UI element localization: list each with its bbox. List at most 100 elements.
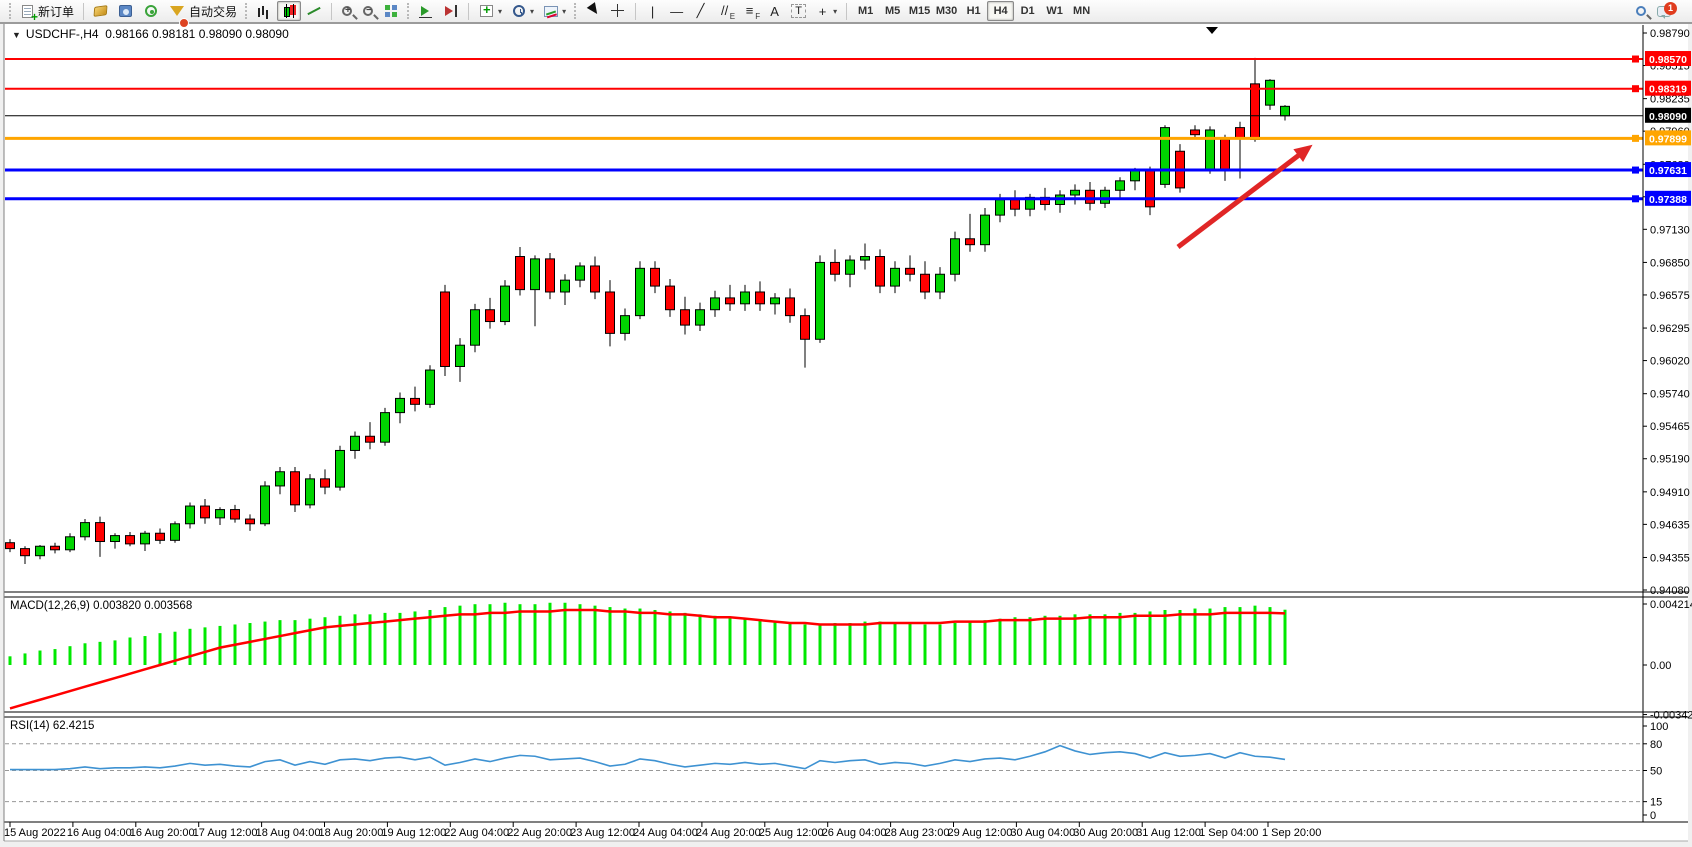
- toolbar-separator: [83, 2, 85, 20]
- macd-histogram-bar: [158, 633, 162, 665]
- text-tool-button[interactable]: A: [763, 1, 786, 21]
- strategy-tester-button[interactable]: [113, 1, 138, 21]
- rsi-line: [10, 744, 1286, 771]
- periods-button[interactable]: ▾: [507, 1, 538, 21]
- vertical-line-icon: |: [650, 3, 655, 19]
- timeframe-h4-button[interactable]: H4: [987, 1, 1015, 21]
- candle-body: [425, 369, 435, 405]
- new-order-button[interactable]: 新订单: [16, 1, 78, 24]
- signals-button[interactable]: [139, 1, 163, 21]
- price-tick-label: 0.96575: [1650, 290, 1690, 302]
- rsi-tick-label: 15: [1650, 797, 1662, 809]
- candle-body: [545, 258, 555, 293]
- dropdown-caret-icon: ▾: [498, 6, 503, 16]
- level-line-marker[interactable]: [1632, 134, 1639, 142]
- candle-body: [140, 532, 150, 545]
- candle-body: [155, 532, 165, 541]
- level-line-marker[interactable]: [1632, 85, 1639, 93]
- notifications-button[interactable]: 1: [1652, 1, 1677, 21]
- price-tick-label: 0.96295: [1650, 323, 1690, 335]
- candle-body: [605, 291, 615, 334]
- trend-arrow-line[interactable]: [1176, 150, 1305, 249]
- trendline-button[interactable]: ╱: [689, 1, 712, 21]
- templates-button[interactable]: ▾: [539, 1, 570, 21]
- macd-histogram-bar: [923, 624, 927, 665]
- text-label-button[interactable]: T: [787, 1, 810, 21]
- auto-scroll-button[interactable]: [414, 1, 438, 21]
- candle-body: [515, 256, 525, 291]
- timeframe-w1-button[interactable]: W1: [1046, 5, 1063, 17]
- zoom-out-button[interactable]: [358, 1, 378, 21]
- trend-arrow-head[interactable]: [1293, 144, 1313, 162]
- toolbar-drag-handle[interactable]: [9, 3, 12, 19]
- channel-icon: //: [720, 3, 729, 18]
- strategy-tester-icon: [119, 5, 133, 17]
- chart-shift-button[interactable]: [439, 1, 463, 21]
- candle-body: [860, 256, 870, 261]
- candle-body: [215, 509, 225, 519]
- timeframe-m1-button[interactable]: M1: [857, 5, 874, 17]
- macd-histogram-bar: [218, 625, 222, 665]
- crosshair-button[interactable]: [606, 1, 630, 21]
- candle-body: [680, 309, 690, 326]
- toolbar-drag-handle[interactable]: [574, 3, 577, 19]
- auto-trading-icon: [170, 6, 190, 28]
- cursor-button[interactable]: [581, 1, 605, 21]
- time-tick-label: 26 Aug 04:00: [822, 827, 887, 839]
- macd-histogram-bar: [953, 623, 957, 665]
- level-line-marker[interactable]: [1632, 166, 1639, 174]
- vertical-line-button[interactable]: |: [641, 1, 664, 21]
- macd-histogram-bar: [803, 624, 807, 665]
- macd-histogram-bar: [473, 604, 477, 665]
- timeframe-group: M1 M5 M15 M30 H1 H4 D1 W1 MN: [852, 1, 1095, 21]
- macd-histogram-bar: [518, 604, 522, 665]
- rsi-indicator-label: RSI(14) 62.4215: [10, 720, 95, 732]
- macd-histogram-bar: [728, 617, 732, 665]
- candle-body: [590, 265, 600, 293]
- auto-trading-button[interactable]: 自动交易: [164, 1, 241, 28]
- candle-body: [935, 273, 945, 293]
- timeframe-d1-button[interactable]: D1: [1020, 5, 1035, 17]
- toolbar-drag-handle[interactable]: [407, 3, 410, 19]
- price-badge-label: 0.97388: [1649, 194, 1687, 206]
- line-chart-button[interactable]: [302, 1, 326, 21]
- price-badge-label: 0.98090: [1649, 111, 1687, 123]
- zoom-in-button[interactable]: [337, 1, 357, 21]
- macd-histogram-bar: [818, 624, 822, 665]
- macd-histogram-bar: [998, 618, 1002, 665]
- tile-windows-button[interactable]: [379, 1, 403, 21]
- horizontal-line-button[interactable]: —: [665, 1, 688, 21]
- timeframe-h1-button[interactable]: H1: [966, 5, 981, 17]
- macd-histogram-bar: [503, 602, 507, 665]
- indicators-button[interactable]: ▾: [474, 1, 506, 21]
- channel-sub-label: E: [729, 12, 736, 21]
- dropdown-caret-icon: ▾: [833, 6, 838, 16]
- level-line-marker[interactable]: [1632, 55, 1639, 63]
- search-button[interactable]: [1631, 1, 1651, 21]
- arrows-tool-button[interactable]: + ▾: [811, 1, 841, 21]
- chat-bubble-icon: 1: [1657, 1, 1677, 19]
- candle-body: [125, 535, 135, 545]
- candle-body: [245, 518, 255, 525]
- timeframe-mn-button[interactable]: MN: [1073, 5, 1091, 17]
- candle-body: [845, 259, 855, 275]
- fibonacci-button[interactable]: ≡ F: [738, 1, 762, 21]
- level-line-marker[interactable]: [1632, 195, 1639, 203]
- expander-icon[interactable]: ▼: [12, 30, 21, 40]
- time-tick-label: 31 Aug 12:00: [1136, 827, 1201, 839]
- toolbar-drag-handle[interactable]: [245, 3, 248, 19]
- candlestick-chart-button[interactable]: [277, 1, 302, 21]
- timeframe-m30-button[interactable]: M30: [935, 5, 958, 17]
- timeframe-m5-button[interactable]: M5: [884, 5, 901, 17]
- macd-histogram-bar: [1208, 608, 1212, 665]
- chart-shift-marker[interactable]: [1206, 27, 1218, 34]
- tile-windows-icon: [383, 3, 399, 19]
- macd-histogram-bar: [743, 618, 747, 665]
- macd-histogram-bar: [638, 608, 642, 665]
- timeframe-m15-button[interactable]: M15: [908, 5, 931, 17]
- candle-body: [710, 297, 720, 311]
- metaeditor-button[interactable]: [89, 1, 112, 21]
- equidistant-channel-button[interactable]: //E: [713, 1, 737, 21]
- bar-chart-button[interactable]: [252, 1, 276, 21]
